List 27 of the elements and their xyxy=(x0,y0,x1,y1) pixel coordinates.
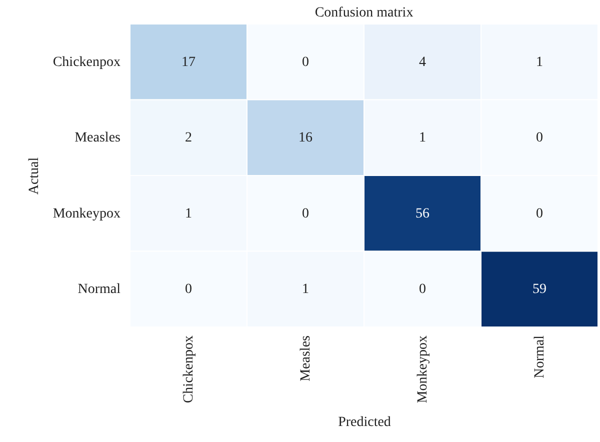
chart-title: Confusion matrix xyxy=(314,6,414,20)
x-tick-label: Chickenpox xyxy=(182,336,196,404)
data-label: 0 xyxy=(302,54,309,70)
data-label: 0 xyxy=(302,206,309,222)
data-label: 4 xyxy=(419,54,426,70)
x-tick-label: Measles xyxy=(298,336,314,382)
data-label: 0 xyxy=(419,282,426,298)
data-label: 2 xyxy=(185,130,192,146)
y-tick-label: Monkeypox xyxy=(52,206,120,222)
y-tick-label: Measles xyxy=(74,130,120,146)
x-tick-label: Normal xyxy=(532,335,548,378)
x-axis-title: Predicted xyxy=(338,415,391,430)
y-tick-label: Normal xyxy=(78,282,121,298)
data-label: 1 xyxy=(419,130,426,146)
data-label: 56 xyxy=(416,206,430,222)
data-label: 1 xyxy=(536,54,543,70)
data-label: 16 xyxy=(298,130,312,146)
y-tick-label: Chickenpox xyxy=(52,54,120,70)
data-label: 59 xyxy=(532,282,546,298)
data-label: 0 xyxy=(536,206,543,222)
data-label: 1 xyxy=(185,206,192,222)
data-label: 1 xyxy=(302,282,309,298)
y-axis-title: Actual xyxy=(26,157,42,195)
data-label: 0 xyxy=(185,282,192,298)
data-label: 0 xyxy=(536,130,543,146)
x-tick-label: Monkeypox xyxy=(416,336,430,404)
data-label: 17 xyxy=(182,54,196,70)
